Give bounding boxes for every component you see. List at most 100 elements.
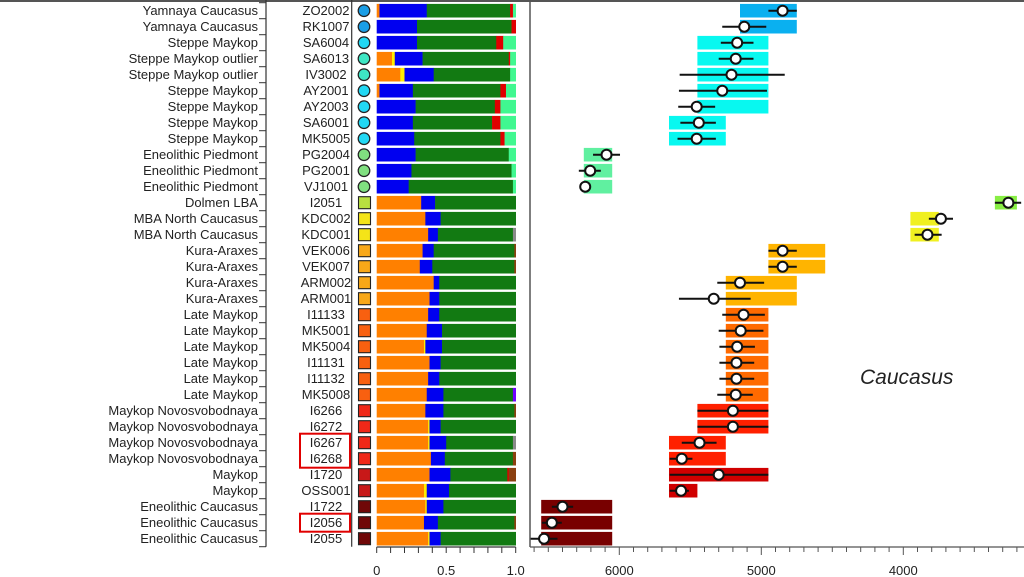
ancestry-segment-blue <box>376 115 414 130</box>
ancestry-segment-red <box>507 467 510 482</box>
sample-row: Steppe Maykop MK5005 <box>168 131 726 146</box>
group-label: Steppe Maykop outlier <box>129 51 259 66</box>
sample-row: Yamnaya Caucasus ZO2002 <box>143 3 797 18</box>
ancestry-segment-blue <box>426 483 450 498</box>
group-marker-square <box>357 436 372 450</box>
ancestry-segment-blue <box>428 227 439 242</box>
group-marker-square <box>357 324 372 338</box>
group-label: Steppe Maykop <box>168 99 258 114</box>
ancestry-segment-red <box>494 99 501 114</box>
ancestry-segment-orange <box>376 83 380 98</box>
group-marker-circle <box>357 100 371 114</box>
ancestry-segment-red <box>511 19 516 34</box>
group-label: Kura-Araxes <box>186 275 259 290</box>
group-marker-square <box>357 372 372 386</box>
ancestry-segment-orange <box>376 467 430 482</box>
ancestry-segment-lightgreen <box>512 3 516 18</box>
group-marker-circle <box>357 132 371 146</box>
ancestry-segment-green <box>415 147 510 162</box>
ancestry-segment-yellow <box>425 499 428 514</box>
ancestry-segment-blue <box>425 403 444 418</box>
date-point <box>730 356 743 369</box>
ancestry-segment-green <box>439 275 516 290</box>
ancestry-segment-blue <box>376 35 418 50</box>
group-marker-square <box>357 276 372 290</box>
ancestry-segment-green <box>440 531 516 546</box>
group-marker-circle <box>357 148 371 162</box>
ancestry-segment-green <box>417 19 512 34</box>
ancestry-tick-label: 0 <box>373 563 380 577</box>
group-marker-circle <box>357 164 371 178</box>
date-point <box>690 100 703 113</box>
date-point <box>675 452 688 465</box>
group-label: Kura-Araxes <box>186 291 259 306</box>
ancestry-segment-orange <box>376 451 432 466</box>
ancestry-segment-blue <box>376 99 416 114</box>
sample-row: MBA North Caucasus KDC002 <box>134 211 953 226</box>
sample-id-label: AY2001 <box>303 83 348 98</box>
top-border <box>0 0 1024 2</box>
sample-id-label: I11132 <box>307 371 345 386</box>
ancestry-segment-yellow <box>423 339 426 354</box>
sample-row: Eneolithic Caucasus I2055 <box>140 531 613 546</box>
ancestry-segment-blue <box>421 195 436 210</box>
ancestry-segment-orange <box>376 323 428 338</box>
sample-id-label: I6272 <box>310 419 343 434</box>
sample-row: Maykop Novosvobodnaya I6272 <box>108 419 769 434</box>
region-label: Caucasus <box>860 366 954 389</box>
ancestry-segment-green <box>435 195 516 210</box>
group-label: Late Maykop <box>184 355 258 370</box>
ancestry-segment-green <box>411 163 512 178</box>
sample-row: Steppe Maykop outlier IV3002 <box>129 67 785 82</box>
sample-id-label: MK5004 <box>302 339 350 354</box>
sample-row: Steppe Maykop SA6004 <box>168 35 769 50</box>
ancestry-segment-green <box>444 451 514 466</box>
date-range-box <box>697 99 769 114</box>
ancestry-segment-green <box>443 499 516 514</box>
highlight-box <box>299 512 351 533</box>
ancestry-segment-orange <box>376 371 429 386</box>
ancestry-segment-blue <box>429 435 447 450</box>
sample-id-label: SA6001 <box>303 115 349 130</box>
group-label: Late Maykop <box>184 323 258 338</box>
date-point <box>730 372 743 385</box>
ancestry-segment-orange <box>376 51 393 66</box>
sample-id-label: MK5005 <box>302 131 350 146</box>
sample-row: Late Maykop I11132 <box>184 371 769 386</box>
ancestry-segment-orange <box>376 403 426 418</box>
date-point <box>776 244 789 257</box>
group-label: Maykop Novosvobodnaya <box>108 419 258 434</box>
group-marker-square <box>357 516 372 530</box>
date-point <box>729 52 742 65</box>
ancestry-segment-brown <box>514 243 516 258</box>
ancestry-segment-blue <box>379 83 414 98</box>
ancestry-segment-blue <box>430 451 446 466</box>
date-point <box>729 388 742 401</box>
sample-id-label: MK5008 <box>302 387 350 402</box>
ancestry-segment-blue <box>423 515 439 530</box>
group-marker-circle <box>357 4 371 18</box>
date-point <box>1002 196 1015 209</box>
date-range-box <box>725 291 797 306</box>
sample-row: Eneolithic Caucasus I1722 <box>140 499 613 514</box>
date-point <box>725 68 738 81</box>
group-marker-square <box>357 308 372 322</box>
ancestry-tick-label: 1.0 <box>507 563 525 577</box>
ancestry-segment-blue <box>428 371 440 386</box>
ancestry-tick-label: 0.5 <box>437 563 455 577</box>
ancestry-segment-red <box>492 115 501 130</box>
group-label: Yamnaya Caucasus <box>143 19 259 34</box>
ancestry-segment-orange <box>376 483 425 498</box>
sample-id-label: I1720 <box>310 467 343 482</box>
ancestry-segment-yellow <box>391 51 396 66</box>
ancestry-segment-gray <box>512 435 516 450</box>
ancestry-segment-lightgreen <box>500 115 516 130</box>
ancestry-segment-blue <box>376 19 418 34</box>
group-marker-square <box>357 404 372 418</box>
ancestry-segment-orange <box>376 227 429 242</box>
sample-row: Eneolithic Piedmont VJ1001 <box>143 179 613 194</box>
ancestry-segment-orange <box>376 355 430 370</box>
ancestry-segment-lightgreen <box>503 35 516 50</box>
ancestry-segment-orange <box>376 339 425 354</box>
